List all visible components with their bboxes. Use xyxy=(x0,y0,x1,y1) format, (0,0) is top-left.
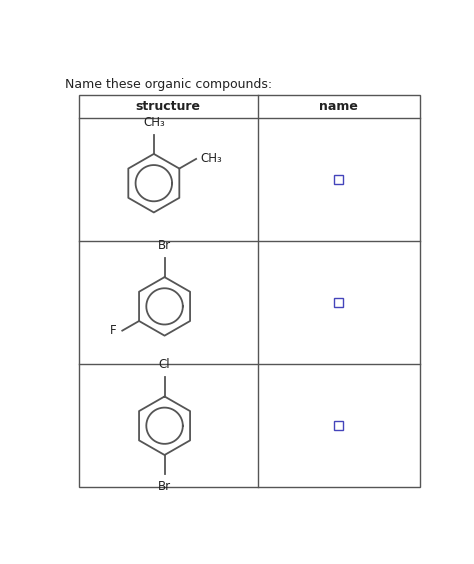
Text: CH₃: CH₃ xyxy=(201,152,222,165)
Text: Name these organic compounds:: Name these organic compounds: xyxy=(65,78,273,91)
Text: CH₃: CH₃ xyxy=(143,116,164,129)
Text: Br: Br xyxy=(158,481,171,494)
Text: Br: Br xyxy=(158,239,171,252)
Text: structure: structure xyxy=(136,100,201,113)
Text: Cl: Cl xyxy=(159,358,170,371)
Bar xyxy=(334,175,343,184)
Text: F: F xyxy=(109,324,116,337)
Text: name: name xyxy=(319,100,358,113)
Bar xyxy=(334,421,343,430)
Bar xyxy=(334,298,343,307)
